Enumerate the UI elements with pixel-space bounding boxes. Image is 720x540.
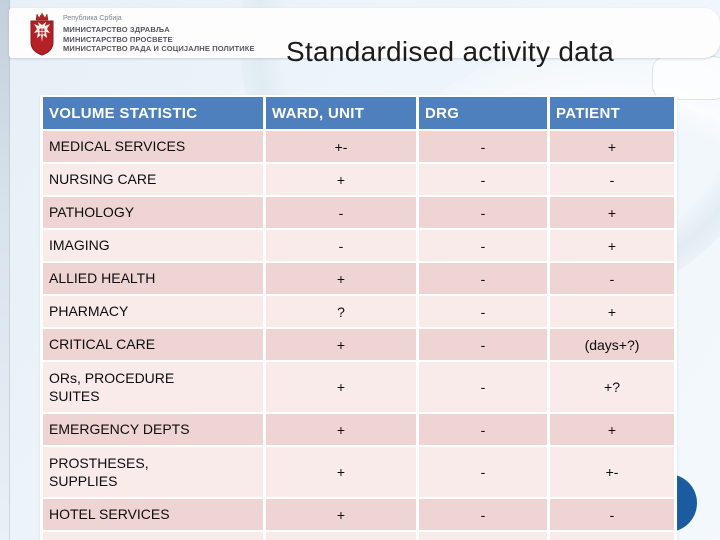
logo-ministry-education: МИНИСТАРСТВО ПРОСВЕТЕ <box>63 34 173 44</box>
drg-value: - <box>419 230 547 261</box>
ward-unit-value: + <box>266 499 416 530</box>
drg-value: - <box>419 362 547 412</box>
ward-unit-value: +- <box>266 131 416 162</box>
patient-value: +- <box>550 447 674 497</box>
drg-value: - <box>419 296 547 327</box>
header-patient: PATIENT <box>550 97 674 129</box>
patient-value: - <box>550 499 674 530</box>
logo-ministry-health: МИНИСТАРСТВО ЗДРАВЉА <box>63 25 170 35</box>
patient-value: - <box>550 263 674 294</box>
row-label: NURSING CARE <box>49 171 157 188</box>
drg-value: - <box>419 164 547 195</box>
header-volume-statistic: VOLUME STATISTIC <box>43 97 263 129</box>
drg-value: - <box>419 329 547 360</box>
ward-unit-value: + <box>266 263 416 294</box>
logo-text: Република Србија МИНИСТАРСТВО ЗДРАВЉА МИ… <box>63 15 255 54</box>
table-row: EMERGENCY DEPTS + - + <box>43 414 674 445</box>
activity-data-table: VOLUME STATISTIC WARD, UNIT DRG PATIENT … <box>40 95 677 540</box>
patient-value: + <box>550 230 674 261</box>
table-row: HOTEL SERVICES + - - <box>43 499 674 530</box>
row-label: CRITICAL CARE <box>49 336 156 353</box>
table-row: ORs, PROCEDURE SUITES + - +? <box>43 362 674 412</box>
ward-unit-value: + <box>266 447 416 497</box>
logo-band: Република Србија МИНИСТАРСТВО ЗДРАВЉА МИ… <box>9 8 720 58</box>
row-label: PROSTHESES, SUPPLIES <box>49 454 149 489</box>
patient-value: +? <box>550 362 674 412</box>
serbia-coat-of-arms-icon <box>30 12 54 56</box>
patient-value: ? <box>550 532 674 540</box>
ministry-logo: Република Србија МИНИСТАРСТВО ЗДРАВЉА МИ… <box>28 12 255 56</box>
drg-value: - <box>419 447 547 497</box>
ward-unit-value: - <box>266 197 416 228</box>
table-row: ON COSTS, DEPRECIATION ? ? ? <box>43 532 674 540</box>
drg-value: - <box>419 131 547 162</box>
patient-value: - <box>550 164 674 195</box>
logo-country-label: Република Србија <box>63 14 122 22</box>
row-label: EMERGENCY DEPTS <box>49 421 190 438</box>
row-label: MEDICAL SERVICES <box>49 138 186 155</box>
row-label: HOTEL SERVICES <box>49 506 170 523</box>
patient-value: (days+?) <box>550 329 674 360</box>
patient-value: + <box>550 414 674 445</box>
corner-decoration <box>652 56 720 100</box>
table-row: CRITICAL CARE + - (days+?) <box>43 329 674 360</box>
slide-title: Standardised activity data <box>286 36 614 67</box>
left-edge-strip <box>0 0 10 540</box>
table-row: IMAGING - - + <box>43 230 674 261</box>
ward-unit-value: - <box>266 230 416 261</box>
table-row: PROSTHESES, SUPPLIES + - +- <box>43 447 674 497</box>
table-row: PHARMACY ? - + <box>43 296 674 327</box>
ward-unit-value: + <box>266 414 416 445</box>
row-label: ALLIED HEALTH <box>49 270 156 287</box>
logo-ministry-labour: МИНИСТАРСТВО РАДА И СОЦИЈАЛНЕ ПОЛИТИКЕ <box>63 44 255 54</box>
ward-unit-value: ? <box>266 296 416 327</box>
table-row: NURSING CARE + - - <box>43 164 674 195</box>
row-label: IMAGING <box>49 237 110 254</box>
header-ward-unit: WARD, UNIT <box>266 97 416 129</box>
row-label: ORs, PROCEDURE SUITES <box>49 369 175 404</box>
drg-value: - <box>419 499 547 530</box>
table-row: PATHOLOGY - - + <box>43 197 674 228</box>
ward-unit-value: + <box>266 329 416 360</box>
ward-unit-value: ? <box>266 532 416 540</box>
drg-value: - <box>419 197 547 228</box>
row-label: PATHOLOGY <box>49 204 135 221</box>
patient-value: + <box>550 197 674 228</box>
drg-value: ? <box>419 532 547 540</box>
row-label: PHARMACY <box>49 303 129 320</box>
drg-value: - <box>419 414 547 445</box>
ward-unit-value: + <box>266 362 416 412</box>
table-row: MEDICAL SERVICES +- - + <box>43 131 674 162</box>
header-drg: DRG <box>419 97 547 129</box>
table-header-row: VOLUME STATISTIC WARD, UNIT DRG PATIENT <box>43 97 674 129</box>
ward-unit-value: + <box>266 164 416 195</box>
patient-value: + <box>550 131 674 162</box>
patient-value: + <box>550 296 674 327</box>
table-row: ALLIED HEALTH + - - <box>43 263 674 294</box>
drg-value: - <box>419 263 547 294</box>
